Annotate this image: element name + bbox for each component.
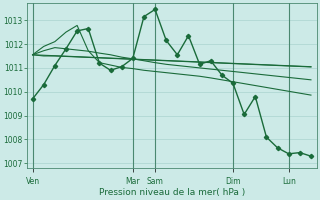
X-axis label: Pression niveau de la mer( hPa ): Pression niveau de la mer( hPa ) (99, 188, 245, 197)
